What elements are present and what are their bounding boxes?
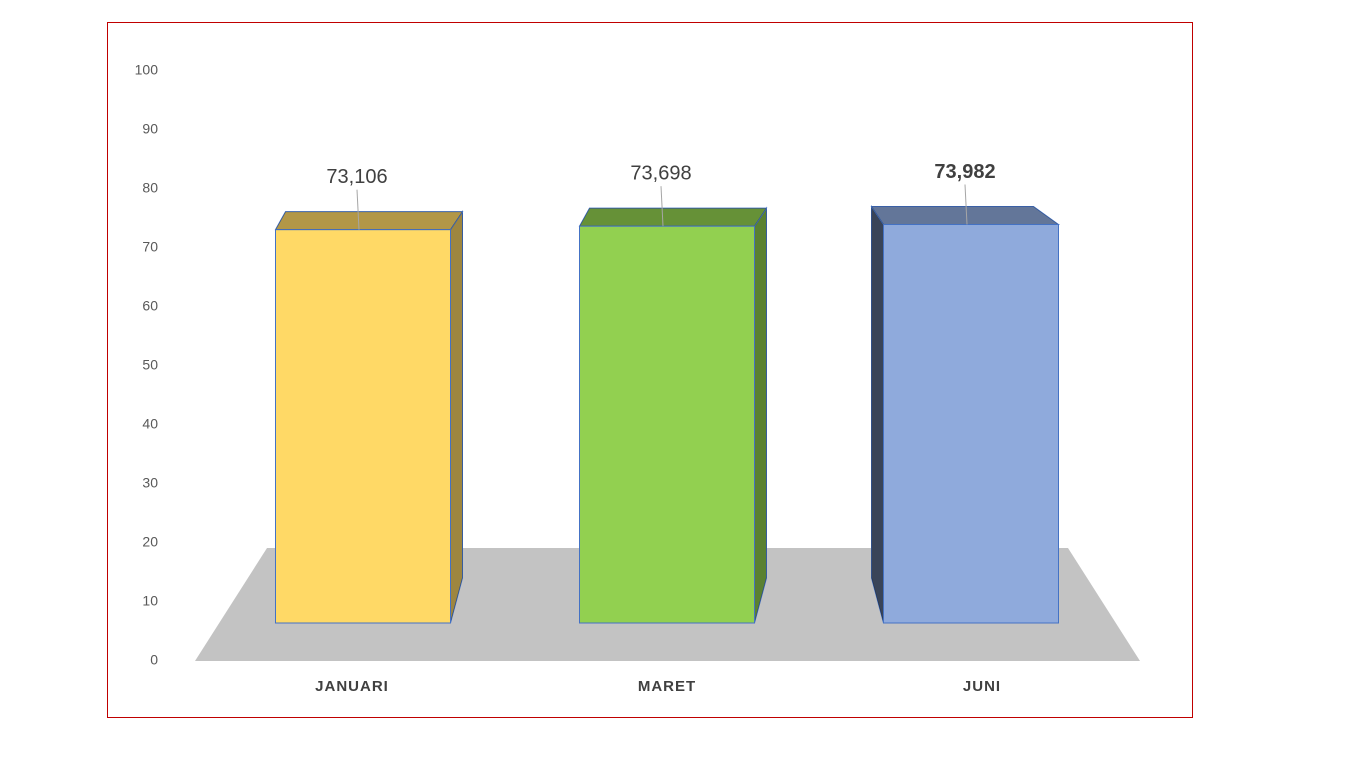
bar-top-shade (275, 211, 463, 230)
x-tick-label: JUNI (963, 678, 1001, 695)
y-tick-label: 10 (142, 593, 158, 609)
bar (275, 229, 451, 624)
y-tick-label: 60 (142, 298, 158, 314)
y-tick-label: 50 (142, 357, 158, 373)
bar (883, 224, 1059, 624)
value-label: 73,106 (326, 166, 387, 188)
y-tick-label: 100 (135, 62, 159, 78)
y-tick-label: 40 (142, 416, 158, 432)
bar-side-shade (871, 206, 884, 623)
x-tick-label: JANUARI (315, 678, 389, 695)
y-tick-label: 0 (150, 652, 158, 668)
leader-line (660, 186, 664, 227)
bar-side-shade (450, 211, 463, 623)
bar (579, 225, 755, 624)
leader-line (356, 189, 360, 230)
leader-line (964, 184, 968, 225)
bar-top-shade (579, 208, 767, 227)
y-tick-label: 80 (142, 180, 158, 196)
y-tick-label: 30 (142, 475, 158, 491)
value-label: 73,698 (630, 162, 691, 184)
y-tick-label: 70 (142, 239, 158, 255)
bar-side-shade (754, 208, 767, 623)
bar-top-shade (871, 206, 1059, 225)
value-label: 73,982 (934, 161, 995, 183)
x-tick-label: MARET (638, 678, 696, 695)
y-tick-label: 20 (142, 534, 158, 550)
y-tick-label: 90 (142, 121, 158, 137)
